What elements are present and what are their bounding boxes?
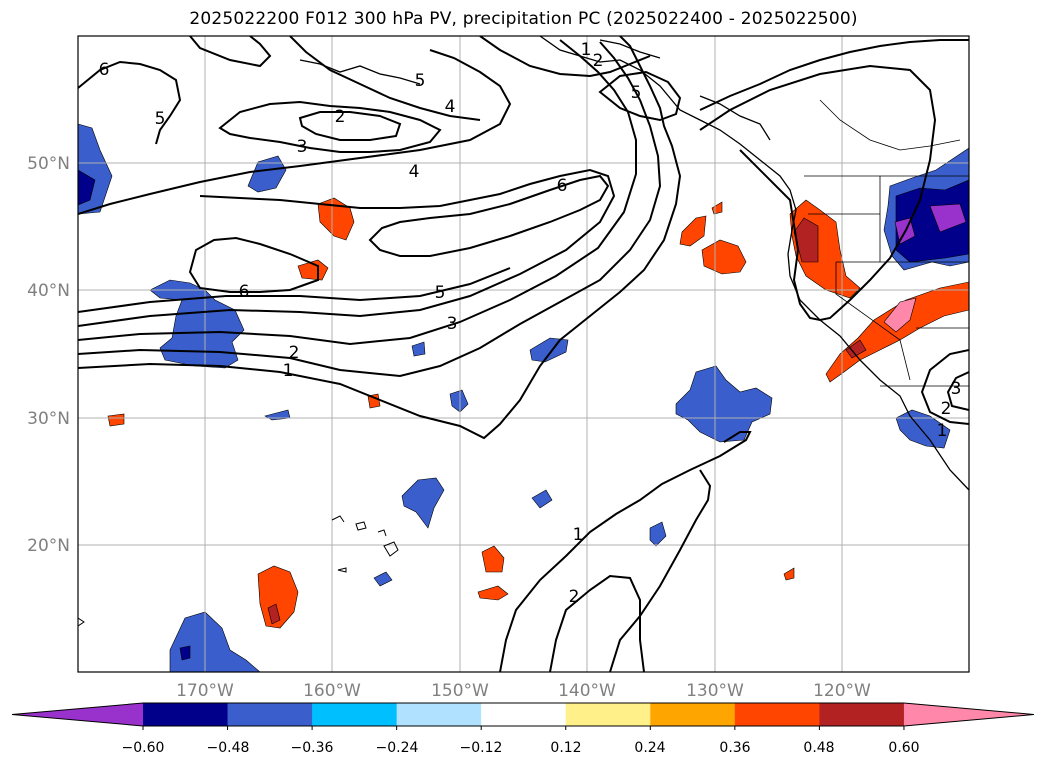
lat-label: 40°N <box>27 281 70 301</box>
map-frame <box>77 35 970 673</box>
pv-label: 5 <box>435 283 446 303</box>
colorbar-tick-label: −0.36 <box>291 740 334 756</box>
colorbar-segment <box>396 703 482 726</box>
colorbar-segment <box>481 703 567 726</box>
colorbar-tick-label: 0.36 <box>719 740 750 756</box>
map-title: 2025022200 F012 300 hPa PV, precipitatio… <box>189 9 858 29</box>
latitude-labels: 50°N 40°N 30°N 20°N <box>27 154 70 556</box>
colorbar-segment <box>143 703 229 726</box>
state-borders <box>804 99 969 387</box>
colorbar <box>11 702 1035 730</box>
pv-label: 1 <box>581 40 592 60</box>
pv-label: 3 <box>951 379 962 399</box>
pv-label: 5 <box>155 109 166 129</box>
pv-label: 2 <box>593 51 604 71</box>
pv-contour-labels: 6 5 5 4 2 3 4 6 6 5 3 2 1 1 2 5 1 2 2 3 … <box>99 40 962 607</box>
pv-label: 6 <box>99 60 110 80</box>
colorbar-tick-label: 0.12 <box>550 740 581 756</box>
colorbar-tick-label: 0.24 <box>634 740 665 756</box>
negative-precip-shading <box>78 123 969 672</box>
colorbar-segment <box>650 703 736 726</box>
colorbar-extend-low <box>12 703 143 726</box>
pv-label: 2 <box>335 107 346 127</box>
pv-label: 2 <box>289 343 300 363</box>
lat-label: 20°N <box>27 536 70 556</box>
colorbar-tick-label: −0.60 <box>122 740 165 756</box>
colorbar-segment <box>312 703 398 726</box>
pv-label: 5 <box>415 71 426 91</box>
pv-label: 6 <box>557 176 568 196</box>
lon-label: 120°W <box>813 681 871 701</box>
pv-label: 3 <box>447 314 458 334</box>
longitude-labels: 170°W 160°W 150°W 140°W 130°W 120°W <box>176 681 871 701</box>
colorbar-tick-label: −0.12 <box>460 740 503 756</box>
lat-label: 50°N <box>27 154 70 174</box>
colorbar-segment <box>565 703 651 726</box>
islands <box>78 515 399 627</box>
pv-label: 1 <box>283 361 294 381</box>
pv-label: 1 <box>937 421 948 441</box>
pv-label: 2 <box>569 587 580 607</box>
colorbar-segment <box>734 703 820 726</box>
colorbar-tick-label: −0.24 <box>376 740 419 756</box>
pv-label: 2 <box>941 399 952 419</box>
pv-contours <box>78 36 969 672</box>
pv-label: 3 <box>297 137 308 157</box>
colorbar-tick-label: 0.60 <box>888 740 919 756</box>
lon-label: 160°W <box>303 681 361 701</box>
lon-label: 130°W <box>686 681 744 701</box>
lon-label: 150°W <box>431 681 489 701</box>
colorbar-tick-label: −0.48 <box>207 740 250 756</box>
map-area: 6 5 5 4 2 3 4 6 6 5 3 2 1 1 2 5 1 2 2 3 … <box>78 36 969 672</box>
pv-label: 1 <box>573 525 584 545</box>
gridlines <box>78 36 969 672</box>
pv-label: 5 <box>631 83 642 103</box>
pv-label: 4 <box>409 162 420 182</box>
lon-label: 170°W <box>176 681 234 701</box>
colorbar-tick-label: 0.48 <box>803 740 834 756</box>
pv-label: 4 <box>445 97 456 117</box>
colorbar-extend-high <box>903 703 1034 726</box>
lon-label: 140°W <box>558 681 616 701</box>
lat-label: 30°N <box>27 409 70 429</box>
pv-label: 6 <box>239 282 250 302</box>
colorbar-tick-labels: −0.60 −0.48 −0.36 −0.24 −0.12 0.12 0.24 … <box>122 740 920 756</box>
colorbar-segment <box>227 703 313 726</box>
colorbar-segment <box>819 703 905 726</box>
